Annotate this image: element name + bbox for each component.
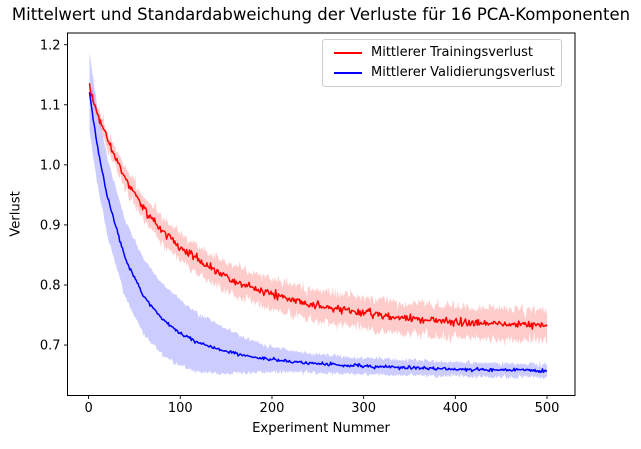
y-tick-label: 1.1	[40, 98, 61, 113]
y-tick-label: 0.8	[40, 279, 61, 294]
y-tick-label: 0.9	[40, 219, 61, 234]
x-tick-label: 500	[535, 401, 560, 416]
x-tick-label: 300	[351, 401, 376, 416]
legend-item-validation: Mittlerer Validierungsverlust	[334, 64, 561, 80]
validation-loss-legend-line-icon	[334, 71, 362, 74]
y-tick-label: 1.0	[40, 158, 61, 173]
training-loss-legend-line-icon	[334, 52, 362, 55]
training-loss-line	[88, 83, 548, 330]
chart-title: Mittelwert und Standardabweichung der Ve…	[11, 5, 631, 24]
y-tick-label: 0.7	[40, 339, 61, 354]
x-tick-label: 100	[168, 401, 193, 416]
legend-label-validation: Mittlerer Validierungsverlust	[371, 64, 555, 80]
validation-loss-line	[88, 92, 548, 374]
y-axis-label: Verlust	[8, 191, 24, 237]
training-loss-band	[89, 82, 548, 347]
y-tick-label: 1.2	[40, 38, 61, 53]
legend: Mittlerer Trainingsverlust Mittlerer Val…	[322, 39, 562, 87]
plot-frame	[67, 32, 576, 396]
legend-label-training: Mittlerer Trainingsverlust	[371, 45, 533, 61]
legend-item-training: Mittlerer Trainingsverlust	[334, 45, 561, 61]
x-axis-label: Experiment Nummer	[252, 421, 390, 436]
x-tick-label: 400	[443, 401, 468, 416]
x-tick-label: 200	[260, 401, 285, 416]
x-tick-label: 0	[84, 401, 92, 416]
